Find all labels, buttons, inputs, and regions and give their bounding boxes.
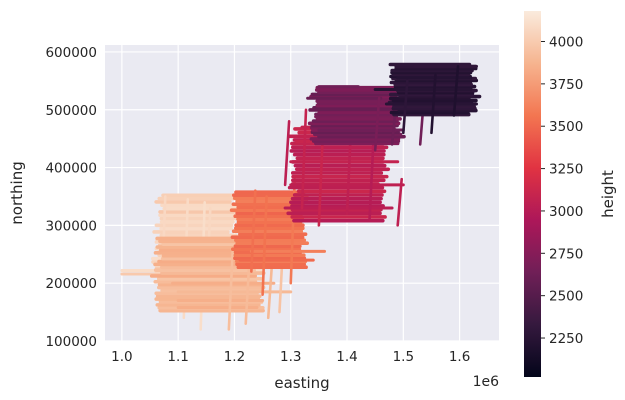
survey-block [229,177,327,297]
tie-line [300,108,308,210]
y-tick-label: 200000 [45,276,97,292]
y-tick-label: 100000 [45,334,97,350]
colorbar-tick-label: 3250 [549,162,583,178]
tie-line [430,73,437,135]
y-tick-label: 400000 [45,161,97,177]
x-axis-ticks: 1.0 1.1 1.2 1.3 1.4 1.5 1.6 [111,349,470,365]
colorbar-tick-label: 3750 [549,77,583,93]
y-axis-ticks: 100000 200000 300000 400000 500000 600000 [45,45,97,350]
colorbar-tick-label: 4000 [549,35,583,51]
tie-line [266,258,274,320]
x-offset-label: 1e6 [473,374,500,390]
x-tick-label: 1.6 [449,349,470,365]
tie-line [227,247,235,331]
colorbar-tick-label: 3000 [549,204,583,220]
tie-line [390,102,398,146]
tie-line [402,79,409,135]
y-tick-label: 300000 [45,218,97,234]
survey-block [373,62,482,135]
x-tick-label: 1.3 [280,349,301,365]
y-axis-label: northing [8,161,26,224]
x-axis-label: easting [274,374,329,392]
x-tick-label: 1.0 [111,349,132,365]
x-tick-label: 1.5 [393,349,414,365]
colorbar-ticks: 2250 2500 2750 3000 3250 3500 3750 4000 [541,35,583,347]
colorbar-label: height [599,170,617,218]
colorbar-tick-label: 2750 [549,246,583,262]
x-tick-label: 1.1 [167,349,188,365]
tie-line [396,177,403,227]
x-tick-label: 1.4 [336,349,357,365]
tie-line [283,120,291,187]
colorbar [524,11,541,377]
tie-line [317,131,325,227]
tie-line [261,195,268,297]
colorbar-tick-label: 3500 [549,119,583,135]
colorbar-tick-label: 2250 [549,331,583,347]
x-tick-label: 1.2 [224,349,245,365]
y-tick-label: 600000 [45,45,97,61]
colorbar-tick-label: 2500 [549,289,583,305]
tie-line [368,137,375,221]
tie-line [373,96,381,152]
survey-lines [120,62,482,331]
y-tick-label: 500000 [45,103,97,119]
tie-line [250,189,257,273]
tie-line [452,65,460,117]
